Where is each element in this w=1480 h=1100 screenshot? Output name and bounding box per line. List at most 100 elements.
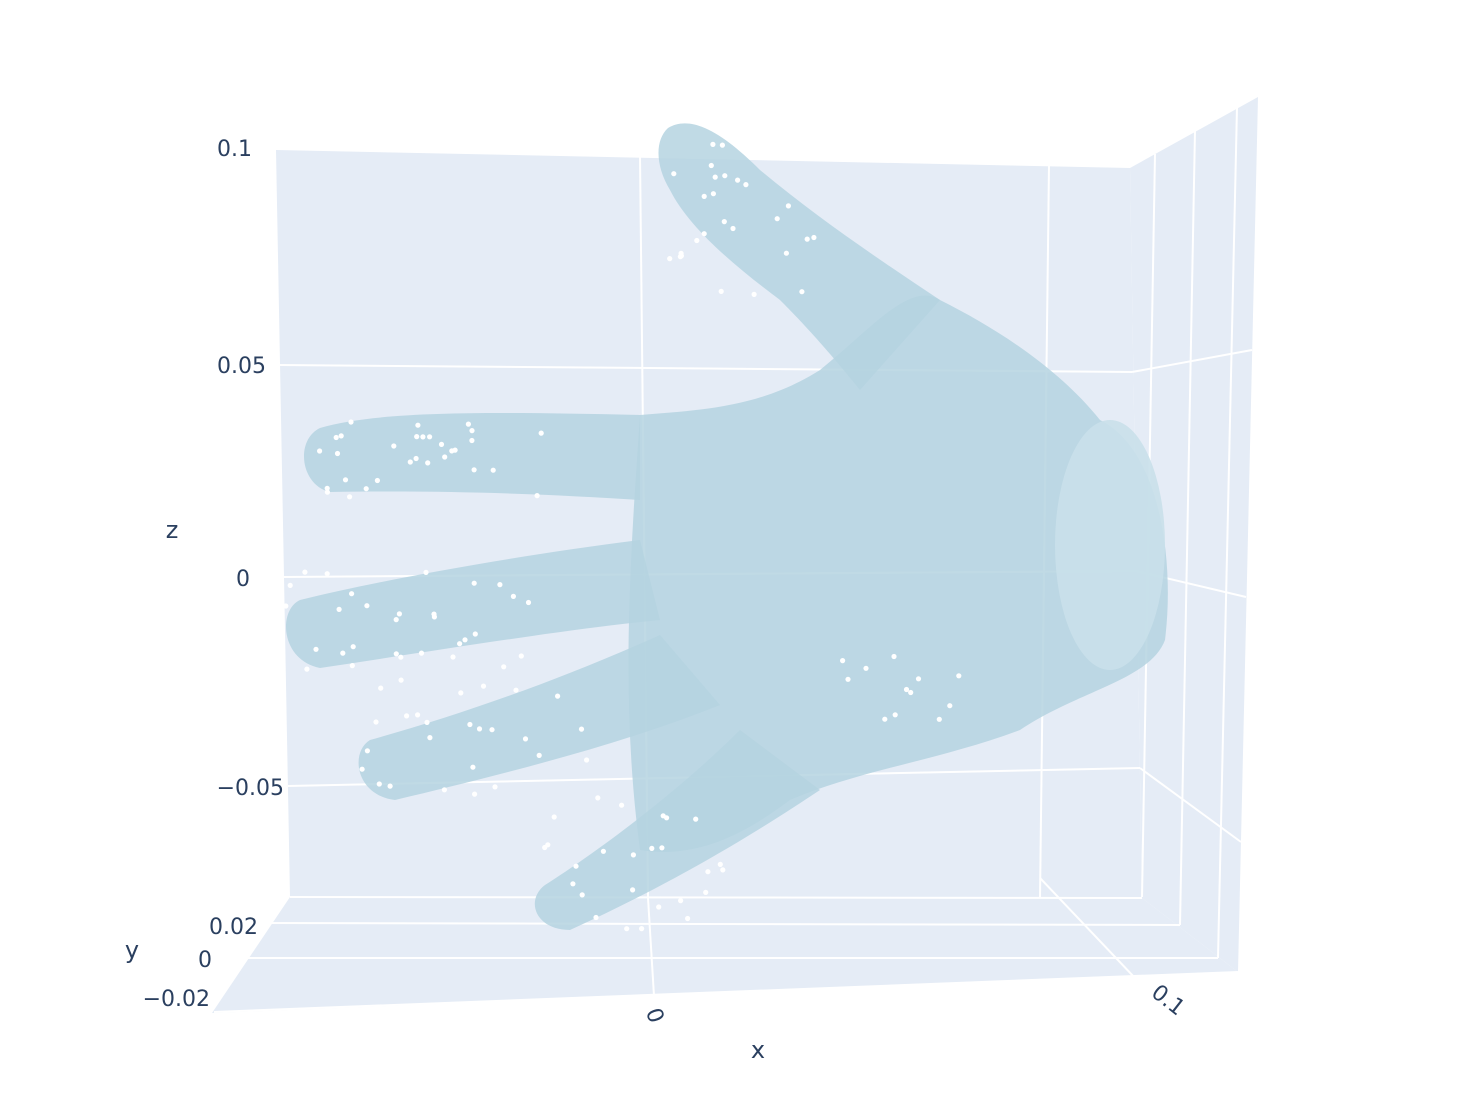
marker-point-ring-finger-tip (458, 690, 464, 696)
marker-point-middle-finger-tip (336, 606, 342, 613)
marker-point-thumb-tip (710, 191, 717, 197)
marker-point-thumb-tip (712, 174, 718, 180)
marker-point-ring-finger-tip (424, 719, 430, 726)
marker-points (283, 141, 962, 932)
marker-point-index-finger-tip (452, 447, 458, 453)
marker-point-ring-finger-tip (472, 791, 478, 797)
marker-point-index-finger-tip (391, 443, 397, 449)
marker-point-thumb-tip (708, 162, 714, 169)
marker-point-thumb-tip (701, 193, 707, 199)
y-axis-title: y (125, 936, 139, 964)
marker-point-index-finger-tip (442, 454, 448, 460)
marker-point-little-finger-tip (595, 795, 601, 801)
marker-point-little-finger-tip (639, 926, 645, 932)
marker-point-middle-finger-tip (302, 569, 308, 575)
marker-point-thumb-tip (785, 203, 792, 209)
y-tick-label: 0.02 (209, 915, 258, 940)
marker-point-little-finger-tip (649, 845, 655, 852)
marker-point-ring-finger-tip (441, 787, 447, 793)
hand-mesh (286, 123, 1168, 930)
marker-point-middle-finger-tip (450, 654, 456, 660)
marker-point-ring-finger-tip (555, 693, 561, 699)
marker-point-middle-finger-tip (304, 666, 310, 672)
marker-point-thumb-tip (743, 182, 749, 188)
marker-point-little-finger-tip (579, 892, 585, 898)
ring-finger (358, 635, 720, 800)
marker-point-middle-finger-tip (393, 651, 399, 657)
x-tick-label: 0 (640, 1005, 668, 1027)
marker-point-index-finger-tip (438, 441, 445, 447)
marker-point-index-finger-tip (425, 460, 431, 466)
marker-point-thumb-tip (678, 250, 684, 256)
marker-point-little-finger-tip (630, 852, 637, 858)
marker-point-little-finger-tip (542, 844, 548, 851)
marker-point-ring-finger-tip (376, 781, 382, 787)
marker-point-middle-finger-tip (313, 646, 319, 652)
wrist-cap (1055, 420, 1165, 670)
middle-finger (286, 540, 660, 668)
marker-point-little-finger-tip (619, 802, 625, 808)
marker-point-thumb-tip (774, 216, 780, 222)
z-tick-label: 0 (236, 567, 250, 592)
marker-point-index-finger-tip (334, 450, 341, 457)
marker-point-thumb-tip (671, 171, 677, 177)
marker-point-middle-finger-tip (431, 614, 437, 620)
palm-surface (628, 295, 1168, 852)
marker-point-palm (840, 658, 846, 664)
marker-point-little-finger-tip (573, 863, 579, 869)
marker-point-ring-finger-tip (536, 752, 542, 759)
marker-point-index-finger-tip (413, 455, 419, 462)
marker-point-little-finger-tip (664, 815, 670, 821)
marker-point-thumb-tip (710, 141, 716, 147)
marker-point-little-finger-tip (693, 816, 699, 822)
marker-point-middle-finger-tip (350, 644, 356, 650)
marker-point-ring-finger-tip (364, 748, 370, 754)
marker-point-palm (892, 712, 898, 718)
marker-point-index-finger-tip (469, 437, 475, 444)
marker-point-thumb-tip (730, 225, 736, 232)
marker-point-index-finger-tip (538, 430, 544, 436)
marker-point-middle-finger-tip (340, 650, 346, 656)
marker-point-thumb-tip (719, 142, 726, 148)
marker-point-index-finger-tip (465, 421, 471, 427)
marker-point-index-finger-tip (427, 434, 433, 440)
marker-point-middle-finger-tip (349, 591, 355, 597)
marker-point-palm (903, 686, 910, 693)
marker-point-little-finger-tip (717, 861, 723, 868)
marker-point-little-finger-tip (720, 867, 726, 873)
marker-point-ring-finger-tip (415, 712, 421, 718)
marker-point-palm (908, 689, 914, 696)
marker-point-middle-finger-tip (457, 641, 463, 647)
floor-xy (212, 897, 1238, 1013)
marker-point-middle-finger-tip (518, 653, 524, 659)
marker-point-thumb-tip (694, 237, 700, 244)
marker-point-middle-finger-tip (349, 663, 355, 669)
marker-point-middle-finger-tip (497, 582, 503, 588)
marker-point-little-finger-tip (678, 898, 684, 904)
marker-point-little-finger-tip (551, 814, 557, 820)
y-tick-label: 0 (198, 948, 212, 973)
marker-point-little-finger-tip (570, 881, 576, 887)
marker-point-middle-finger-tip (418, 650, 425, 656)
marker-point-little-finger-tip (624, 926, 630, 932)
marker-point-little-finger-tip (685, 915, 691, 922)
marker-point-little-finger-tip (600, 848, 607, 854)
marker-point-thumb-tip (721, 219, 727, 225)
marker-point-index-finger-tip (490, 467, 496, 473)
marker-point-index-finger-tip (534, 493, 540, 499)
marker-point-palm (936, 716, 942, 722)
marker-point-ring-finger-tip (480, 683, 487, 689)
marker-point-index-finger-tip (348, 419, 354, 425)
marker-point-ring-finger-tip (373, 719, 379, 725)
marker-point-ring-finger-tip (522, 736, 529, 742)
little-finger (534, 730, 820, 930)
marker-point-ring-finger-tip (427, 735, 433, 741)
marker-point-little-finger-tip (659, 845, 665, 851)
marker-point-middle-finger-tip (423, 569, 429, 576)
marker-point-palm (915, 676, 922, 682)
marker-point-middle-finger-tip (398, 654, 404, 660)
marker-point-ring-finger-tip (584, 757, 590, 763)
marker-point-ring-finger-tip (513, 687, 519, 693)
marker-point-index-finger-tip (420, 434, 426, 440)
